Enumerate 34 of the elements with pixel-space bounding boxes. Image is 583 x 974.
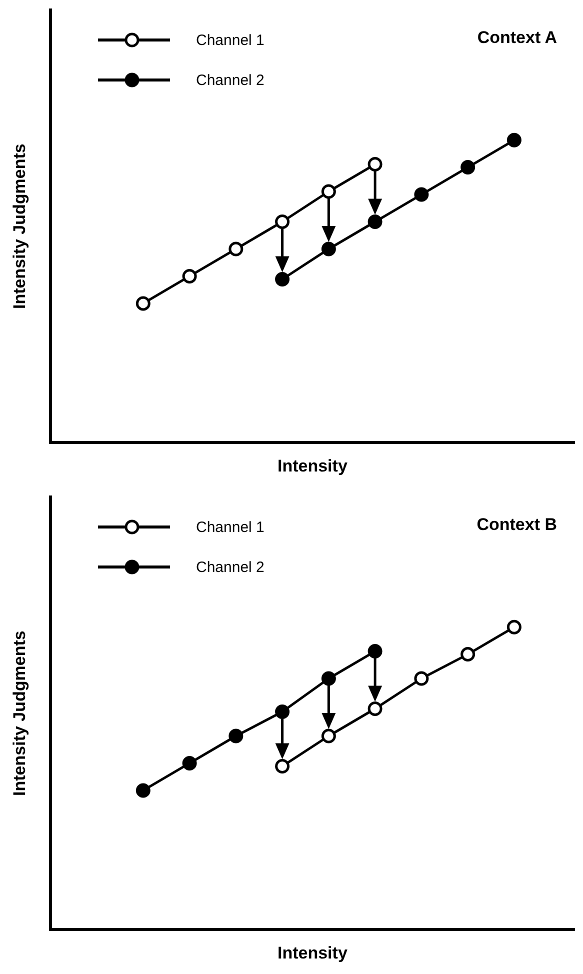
point <box>368 214 382 230</box>
point <box>321 671 336 686</box>
point <box>136 783 150 798</box>
point <box>182 756 197 770</box>
legend-label: Channel 2 <box>196 72 264 88</box>
point <box>275 214 290 230</box>
legend-label: Channel 1 <box>196 518 264 536</box>
point <box>321 728 336 744</box>
point <box>321 242 336 256</box>
point <box>414 187 429 202</box>
point <box>275 272 290 286</box>
point <box>460 160 476 175</box>
point <box>506 132 522 148</box>
point <box>368 702 382 716</box>
point <box>460 647 476 662</box>
point <box>321 184 336 199</box>
chart-title: Context A <box>477 28 557 48</box>
point <box>368 644 382 659</box>
point <box>506 620 522 634</box>
x-axis-title: Intensity <box>277 456 348 476</box>
point <box>275 704 290 720</box>
point <box>414 671 429 686</box>
point <box>228 728 244 744</box>
point <box>368 157 382 172</box>
legend-label: Channel 1 <box>196 32 264 48</box>
x-axis-title: Intensity <box>277 943 348 962</box>
point <box>136 296 150 311</box>
chart-title: Context B <box>476 515 557 535</box>
y-axis-title: Intensity Judgments <box>10 144 29 309</box>
legend-label: Channel 2 <box>196 558 264 576</box>
point <box>228 242 244 256</box>
point <box>275 758 290 774</box>
point <box>182 268 197 284</box>
y-axis-title: Intensity Judgments <box>10 630 29 796</box>
